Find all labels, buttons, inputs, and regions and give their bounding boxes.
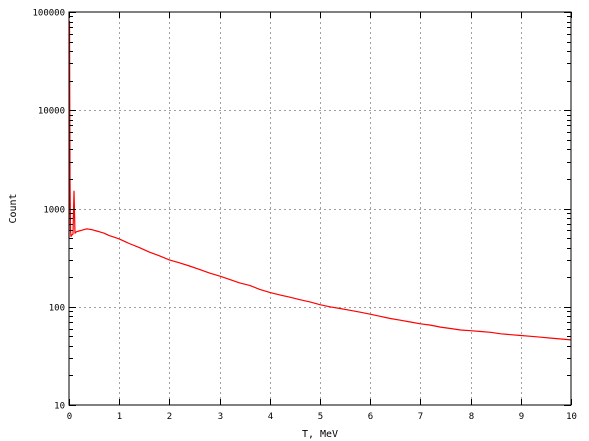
x-tick-label: 7 — [418, 412, 423, 422]
x-tick-label: 5 — [318, 412, 323, 422]
x-tick-label: 9 — [519, 412, 524, 422]
y-tick-label: 10000 — [38, 107, 65, 117]
y-tick-label: 1000 — [43, 206, 65, 216]
series-layer — [68, 20, 572, 341]
x-tick-label: 4 — [268, 412, 273, 422]
x-tick-label: 0 — [67, 412, 72, 422]
x-axis-title: T, MeV — [302, 429, 338, 440]
x-tick-label: 10 — [566, 412, 577, 422]
x-tick-label: 6 — [368, 412, 373, 422]
tick-layer — [69, 12, 572, 406]
y-tick-label: 100000 — [32, 9, 65, 19]
x-tick-label: 3 — [218, 412, 223, 422]
y-tick-label: 100 — [49, 304, 65, 314]
label-layer: 0 1 2 3 4 5 6 7 8 9 10 10 100 1000 10000 100000 — [32, 9, 576, 423]
x-tick-label: 1 — [117, 412, 122, 422]
y-tick-label: 10 — [54, 402, 65, 412]
grid-layer — [69, 12, 571, 405]
x-tick-label: 2 — [167, 412, 172, 422]
y-axis-title: Count — [8, 193, 19, 223]
x-tick-label: 8 — [469, 412, 474, 422]
series-line — [68, 20, 572, 341]
